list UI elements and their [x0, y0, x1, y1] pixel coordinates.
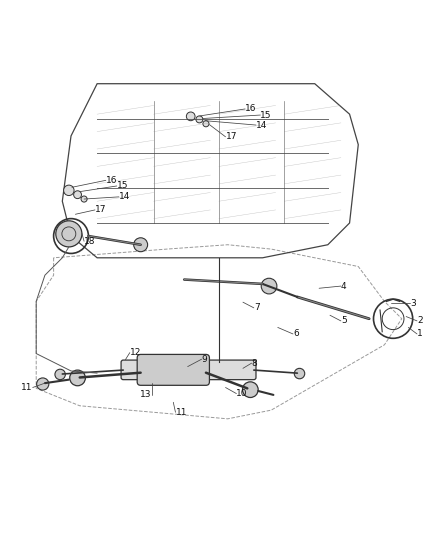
Text: 12: 12	[130, 348, 141, 357]
Text: 17: 17	[95, 205, 106, 214]
Text: 9: 9	[201, 354, 207, 364]
Text: 4: 4	[341, 281, 346, 290]
Circle shape	[134, 238, 148, 252]
Text: 17: 17	[226, 132, 237, 141]
FancyBboxPatch shape	[121, 360, 256, 379]
Circle shape	[56, 221, 82, 247]
Circle shape	[64, 185, 74, 196]
Text: 2: 2	[417, 317, 423, 326]
Text: 3: 3	[410, 299, 416, 308]
Text: 6: 6	[293, 329, 299, 338]
Text: 14: 14	[256, 120, 267, 130]
Text: 15: 15	[260, 110, 272, 119]
Text: 5: 5	[341, 317, 346, 326]
Text: 16: 16	[245, 104, 257, 114]
Circle shape	[261, 278, 277, 294]
Text: 18: 18	[84, 237, 95, 246]
Circle shape	[70, 370, 85, 386]
Text: 11: 11	[21, 383, 33, 392]
Text: 8: 8	[252, 359, 258, 368]
Text: 10: 10	[237, 389, 248, 398]
Circle shape	[196, 116, 203, 123]
Text: 7: 7	[254, 303, 260, 312]
Text: 15: 15	[117, 181, 128, 190]
Text: 14: 14	[119, 192, 130, 201]
Circle shape	[74, 191, 81, 199]
Circle shape	[141, 358, 166, 382]
Circle shape	[294, 368, 305, 379]
Text: 13: 13	[140, 390, 152, 399]
FancyBboxPatch shape	[137, 354, 209, 385]
Circle shape	[37, 378, 49, 390]
Circle shape	[55, 369, 65, 379]
Circle shape	[203, 120, 209, 127]
Text: 16: 16	[106, 176, 117, 185]
Text: 1: 1	[417, 329, 423, 338]
Circle shape	[81, 196, 87, 202]
Circle shape	[243, 382, 258, 398]
Text: 11: 11	[176, 408, 187, 417]
Circle shape	[186, 112, 195, 120]
